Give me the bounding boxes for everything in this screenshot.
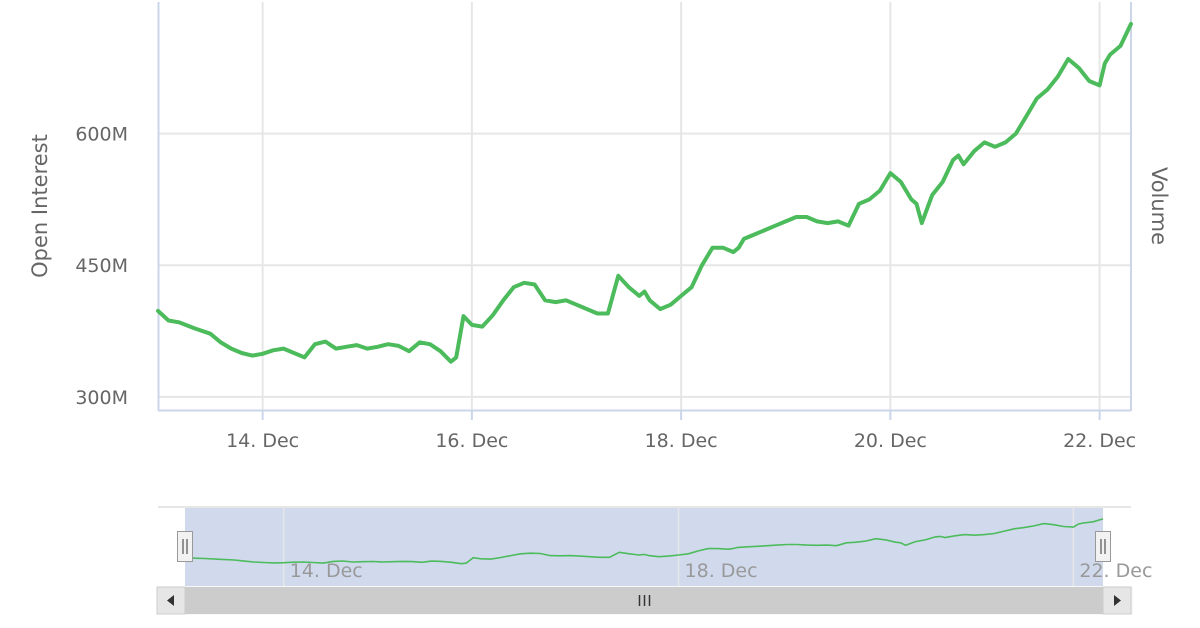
- x-tick-label: 14. Dec: [226, 430, 299, 452]
- x-tick-label: 18. Dec: [645, 430, 718, 452]
- scrollbar-grip-icon: [638, 595, 651, 606]
- navigator-handle-left[interactable]: [177, 531, 193, 562]
- y-axis-ticks: 300M 450M 600M: [75, 124, 128, 409]
- navigator-grid: [282, 508, 1075, 586]
- y-tick-label: 300M: [75, 387, 128, 409]
- arrow-left-icon: [167, 595, 174, 606]
- plot-grid: [158, 2, 1131, 410]
- navigator-handle-right[interactable]: [1095, 531, 1111, 562]
- y-axis-title-left: Open Interest: [28, 134, 52, 278]
- navigator-series-line: [184, 518, 1104, 565]
- navigator-tick-label: 22. Dec: [1079, 560, 1152, 582]
- series-line: [156, 21, 1133, 364]
- x-tick-label: 16. Dec: [435, 430, 508, 452]
- scroll-right-button[interactable]: [1102, 586, 1132, 615]
- navigator-mask[interactable]: [185, 508, 1103, 586]
- navigator: 14. Dec 18. Dec 22. Dec: [158, 506, 1153, 586]
- y-tick-label: 600M: [75, 124, 128, 146]
- x-axis-ticks: 14. Dec 16. Dec 18. Dec 20. Dec 22. Dec: [226, 410, 1136, 452]
- navigator-ticks: 14. Dec 18. Dec 22. Dec: [290, 560, 1153, 582]
- y-axis-title-right: Volume: [1147, 167, 1171, 245]
- navigator-tick-label: 18. Dec: [685, 560, 758, 582]
- arrow-right-icon: [1114, 595, 1121, 606]
- y-tick-label: 450M: [75, 255, 128, 277]
- scrollbar[interactable]: [156, 586, 1133, 615]
- navigator-tick-label: 14. Dec: [290, 560, 363, 582]
- x-tick-label: 22. Dec: [1063, 430, 1136, 452]
- x-tick-label: 20. Dec: [854, 430, 927, 452]
- scroll-left-button[interactable]: [156, 586, 186, 615]
